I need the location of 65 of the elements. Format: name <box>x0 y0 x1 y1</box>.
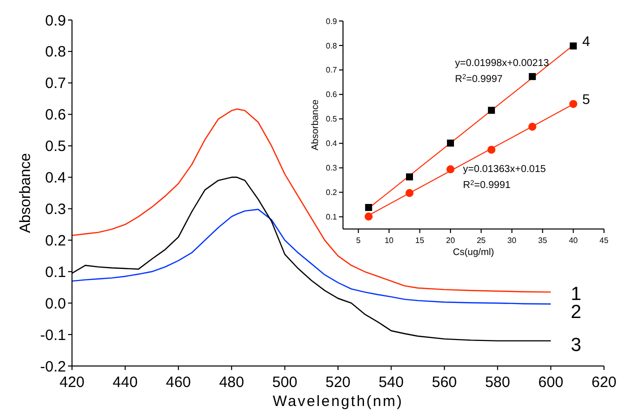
x-tick-label: 25 <box>476 236 486 245</box>
point <box>364 212 373 221</box>
x-tick-label: 580 <box>485 374 510 391</box>
y-tick-label: -0.1 <box>40 326 66 344</box>
annotation: R$^{2}$=0.9997 <box>455 74 504 85</box>
x-tick-label: 480 <box>219 374 244 391</box>
point <box>406 173 414 180</box>
y-tick-label: 0.5 <box>326 114 338 124</box>
y-tick-label: 0.2 <box>45 232 66 250</box>
point <box>446 140 454 147</box>
y-tick-label: 0.4 <box>45 170 66 187</box>
y-tick-label: 0.7 <box>45 75 66 92</box>
series-label: 5 <box>582 90 590 107</box>
y-tick-label: 0.3 <box>45 200 66 218</box>
x-tick-label: 460 <box>166 374 191 391</box>
x-tick-label: 520 <box>325 374 351 391</box>
x-tick-label: 440 <box>112 374 138 391</box>
line-series <box>71 208 552 305</box>
point <box>487 146 496 154</box>
y-tick-label: 0.6 <box>326 90 338 100</box>
x-tick-label: 500 <box>272 374 298 391</box>
y-axis-title: Absorbance <box>17 152 34 234</box>
y-tick-label: 0.2 <box>326 188 338 198</box>
y-tick-label: 0.9 <box>45 12 66 30</box>
point <box>406 189 414 198</box>
x-tick-label: 10 <box>384 236 394 245</box>
y-tick-label: 0.0 <box>45 295 66 312</box>
point <box>569 100 578 108</box>
annotation: R$^{2}$=0.9991 <box>463 180 512 191</box>
x-tick-label: 35 <box>538 236 548 245</box>
point <box>528 122 536 131</box>
y-axis-title: Absorbance <box>310 100 321 150</box>
x-tick-label: 560 <box>432 374 457 391</box>
point <box>365 204 372 211</box>
annotation: y=0.01363x+0.015 <box>463 164 546 175</box>
x-tick-label: 20 <box>446 236 456 245</box>
y-tick-label: 0.1 <box>326 212 338 222</box>
y-tick-label: 0.8 <box>45 44 66 61</box>
y-tick-label: 0.4 <box>326 139 338 148</box>
y-tick-label: 0.5 <box>45 138 66 156</box>
x-tick-label: 620 <box>591 374 617 391</box>
x-tick-label: 420 <box>59 374 85 391</box>
y-tick-label: 0.1 <box>45 264 66 281</box>
x-tick-label: 40 <box>568 236 578 245</box>
x-axis-title: Wavelength(nm) <box>272 393 404 410</box>
point <box>528 73 536 80</box>
x-tick-label: 5 <box>356 236 362 245</box>
x-tick-label: 30 <box>507 236 517 245</box>
series-label: 3 <box>570 334 582 356</box>
x-tick-label: 15 <box>415 236 425 245</box>
x-axis-title: Cs(ug/ml) <box>452 247 494 258</box>
x-tick-label: 45 <box>600 236 609 245</box>
point <box>488 106 495 114</box>
x-tick-label: 540 <box>378 374 404 391</box>
y-tick-label: 0.8 <box>326 41 338 50</box>
point <box>446 165 454 174</box>
point <box>570 42 577 50</box>
y-tick-label: 0.3 <box>326 164 338 173</box>
series-label: 4 <box>582 32 590 49</box>
y-tick-label: 0.6 <box>45 106 66 124</box>
annotation: y=0.01998x+0.00213 <box>455 58 550 69</box>
y-tick-label: 0.7 <box>326 66 338 75</box>
y-tick-label: -0.2 <box>40 358 66 376</box>
x-tick-label: 600 <box>538 374 564 391</box>
y-tick-label: 0.9 <box>326 16 338 26</box>
